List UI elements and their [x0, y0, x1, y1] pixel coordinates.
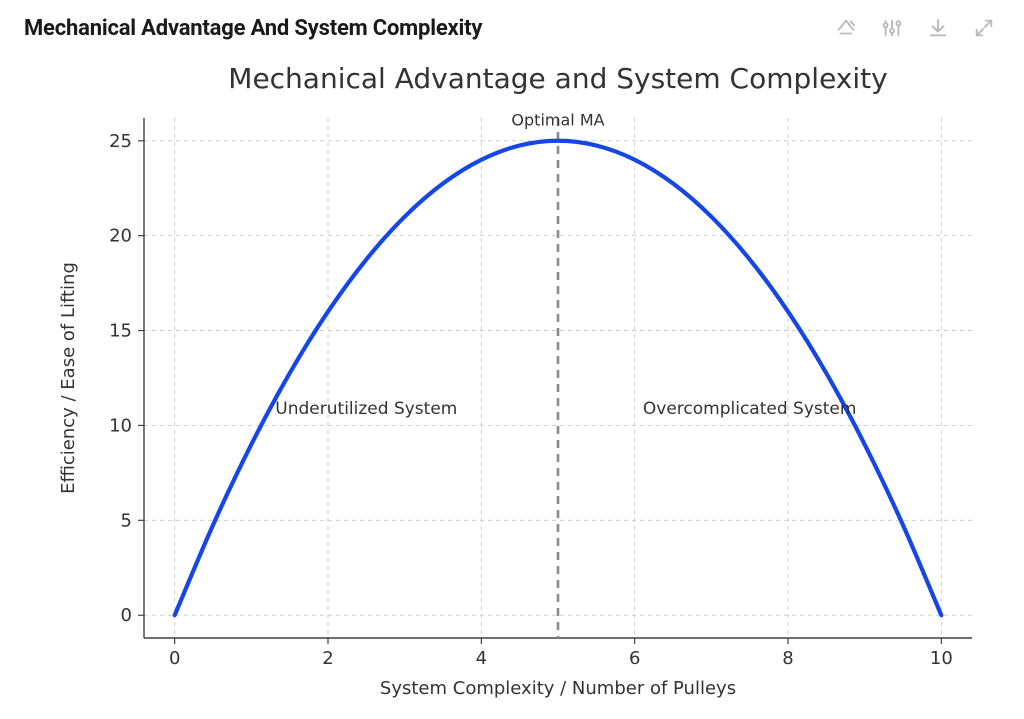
chart: 0 2 4 6 8 10 0 5 10 15 20 25 System Complexity / Num…	[24, 48, 1000, 719]
annotation: Underutilized System	[275, 399, 457, 419]
download-icon	[927, 17, 949, 39]
download-button[interactable]	[926, 16, 950, 40]
page-title: Mechanical Advantage And System Complexi…	[24, 16, 482, 41]
x-tick-label: 0	[169, 648, 180, 669]
y-axis-label: Efficiency / Ease of Lifting	[58, 262, 79, 494]
edit-button[interactable]	[834, 16, 858, 40]
edit-icon	[835, 17, 857, 39]
expand-icon	[973, 17, 995, 39]
settings-icon	[881, 17, 903, 39]
y-tick-label: 10	[109, 415, 132, 436]
toolbar	[834, 16, 1000, 40]
x-tick-label: 4	[476, 648, 487, 669]
x-tick-label: 6	[629, 648, 640, 669]
x-tick-label: 10	[930, 648, 953, 669]
y-tick-label: 25	[109, 131, 132, 152]
x-axis-label: System Complexity / Number of Pulleys	[380, 678, 736, 699]
expand-button[interactable]	[972, 16, 996, 40]
x-tick-label: 8	[782, 648, 793, 669]
annotation: Optimal MA	[511, 111, 604, 130]
header: Mechanical Advantage And System Complexi…	[24, 8, 1000, 48]
chart-title: Mechanical Advantage and System Complexi…	[228, 62, 887, 95]
chart-container: 0 2 4 6 8 10 0 5 10 15 20 25 System Complexity / Num…	[24, 48, 1000, 719]
y-tick-label: 0	[121, 605, 132, 626]
x-tick-label: 2	[322, 648, 333, 669]
y-tick-label: 20	[109, 226, 132, 247]
settings-button[interactable]	[880, 16, 904, 40]
y-tick-label: 15	[109, 321, 132, 342]
annotation: Overcomplicated System	[643, 399, 857, 419]
y-tick-label: 5	[121, 510, 132, 531]
